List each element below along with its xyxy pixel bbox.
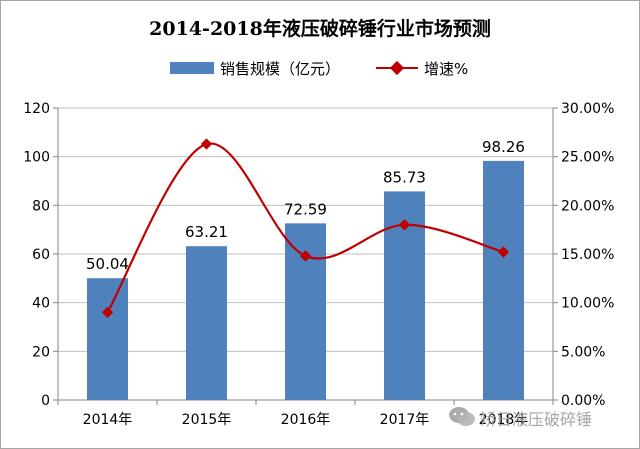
growth-point	[398, 219, 411, 231]
x-tick-label: 2015年	[182, 412, 232, 428]
growth-line	[106, 142, 504, 313]
bar-data-label: 85.73	[383, 168, 426, 186]
legend-label-growth: 增速%	[424, 60, 469, 78]
chart-title: 2014-2018年液压破碎锤行业市场预测	[149, 18, 491, 40]
y-left-tick-label: 80	[32, 198, 50, 214]
bar	[285, 223, 326, 400]
bar	[186, 246, 227, 400]
y-right-tick-label: 5.00%	[561, 344, 605, 360]
bar	[87, 278, 128, 400]
y-right-tick-label: 10.00%	[561, 296, 614, 312]
legend-swatch-line	[376, 60, 418, 76]
legend-swatch-bar	[170, 62, 214, 74]
growth-point	[200, 138, 213, 150]
y-left-tick-label: 0	[41, 393, 50, 409]
y-left-tick-label: 120	[23, 101, 50, 117]
y-right-tick-label: 20.00%	[561, 198, 614, 214]
x-tick-label: 2018年	[479, 412, 529, 428]
y-right-tick-label: 15.00%	[561, 247, 614, 263]
y-right-tick-label: 30.00%	[561, 101, 614, 117]
bar-data-label: 72.59	[284, 200, 327, 218]
y-left-tick-label: 100	[23, 150, 50, 166]
x-tick-label: 2017年	[380, 412, 430, 428]
legend-label-sales: 销售规模（亿元）	[220, 60, 341, 78]
bar	[483, 160, 524, 400]
wechat-icon	[449, 407, 475, 426]
bar-data-label: 63.21	[185, 223, 228, 241]
y-left-tick-label: 20	[32, 344, 50, 360]
growth-point	[299, 250, 312, 262]
watermark-text: 矫日液压破碎锤	[480, 410, 593, 429]
x-tick-label: 2014年	[83, 412, 133, 428]
bar-data-label: 98.26	[482, 138, 525, 156]
y-left-tick-label: 60	[32, 247, 50, 263]
y-right-tick-label: 0.00%	[561, 393, 605, 409]
growth-point	[497, 246, 510, 258]
x-tick-label: 2016年	[281, 412, 331, 428]
bar-data-label: 50.04	[86, 255, 129, 273]
y-left-tick-label: 40	[32, 296, 50, 312]
y-right-tick-label: 25.00%	[561, 150, 614, 166]
